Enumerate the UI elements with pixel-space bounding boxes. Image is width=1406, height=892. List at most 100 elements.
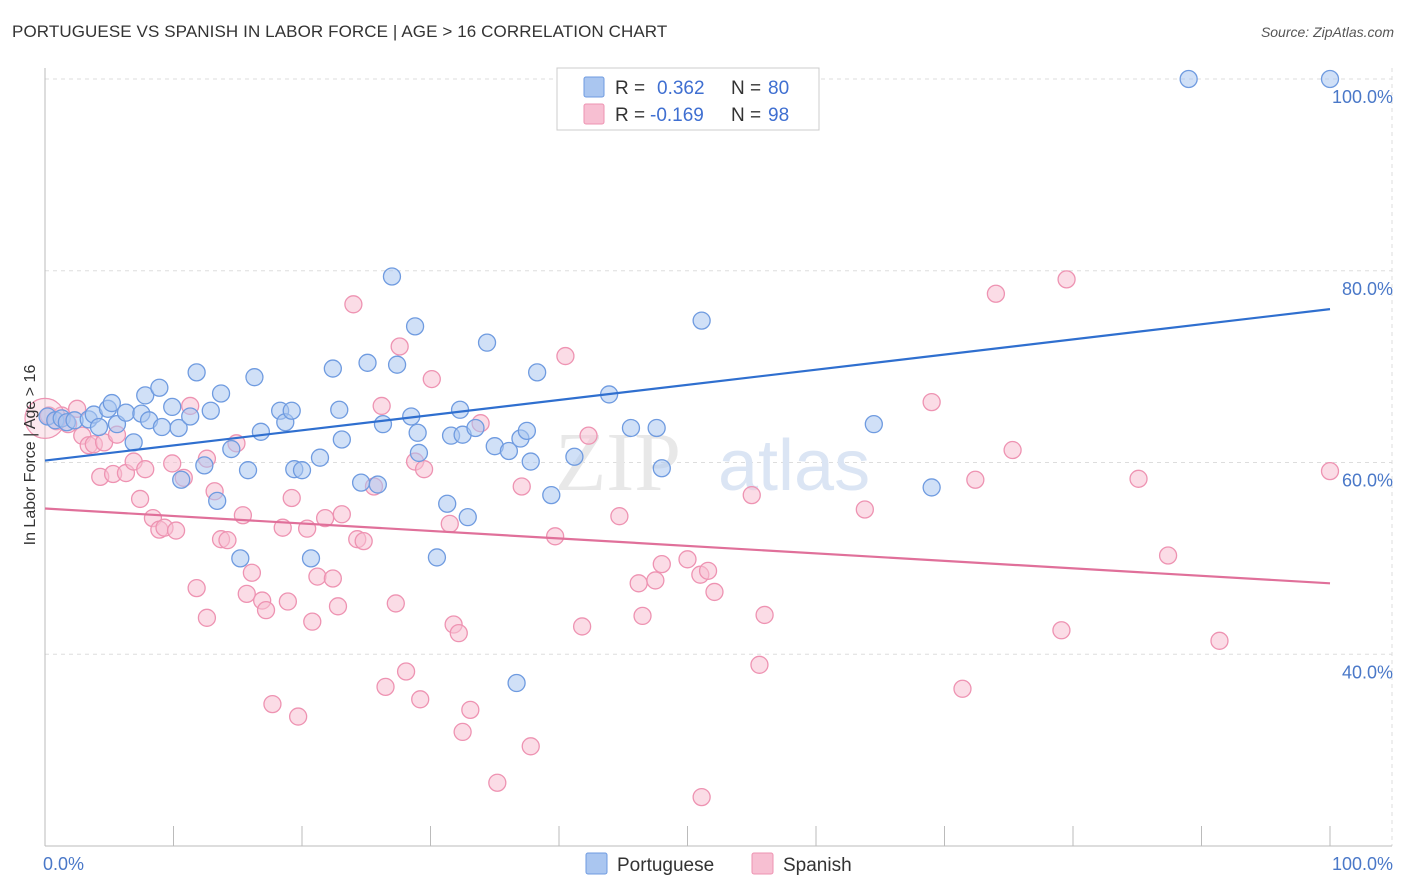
axes	[44, 68, 1392, 847]
spanish-point	[166, 521, 186, 540]
spanish-points	[24, 270, 1340, 807]
x-tick-label-min: 0.0%	[43, 854, 84, 874]
legend-n-value-spanish: 98	[768, 105, 789, 126]
portuguese-point	[116, 403, 136, 422]
spanish-point	[372, 396, 391, 416]
spanish-point	[678, 550, 697, 569]
spanish-point	[1057, 270, 1076, 289]
spanish-point	[521, 737, 540, 756]
spanish-point	[579, 426, 598, 445]
correlation-legend: R = 0.362 N = 80 R = -0.169 N = 98	[556, 67, 820, 131]
portuguese-point	[692, 311, 711, 330]
portuguese-point	[368, 475, 387, 494]
spanish-point	[422, 369, 441, 389]
spanish-point	[278, 592, 298, 611]
spanish-point	[545, 527, 565, 546]
y-tick-label: 60.0%	[1342, 471, 1393, 491]
portuguese-point	[89, 417, 109, 437]
portuguese-point	[458, 507, 477, 527]
portuguese-point	[382, 267, 402, 286]
portuguese-points	[38, 69, 1340, 693]
portuguese-point	[136, 386, 155, 405]
bottom-legend-label-portuguese: Portuguese	[617, 855, 714, 876]
spanish-point	[705, 582, 724, 602]
spanish-point	[652, 554, 671, 574]
spanish-point	[629, 574, 648, 593]
portuguese-point	[507, 673, 526, 693]
legend-r-label-portuguese: R =	[615, 78, 645, 99]
portuguese-point	[172, 470, 191, 489]
portuguese-point	[477, 333, 497, 352]
spanish-point	[966, 470, 985, 489]
y-axis-label: In Labor Force | Age > 16	[22, 365, 39, 546]
portuguese-point	[330, 400, 349, 419]
spanish-point	[453, 722, 472, 742]
portuguese-point	[450, 400, 470, 419]
spanish-point	[288, 707, 308, 726]
spanish-point	[986, 284, 1006, 303]
portuguese-trend-line	[44, 308, 1331, 462]
grid-lines	[45, 68, 1393, 846]
spanish-point	[323, 569, 342, 588]
x-tick-label-max: 100.0%	[1332, 854, 1393, 874]
portuguese-point	[1179, 69, 1198, 89]
spanish-point	[461, 700, 480, 720]
spanish-point	[414, 460, 434, 479]
spanish-point	[692, 787, 711, 807]
portuguese-point	[647, 418, 666, 438]
spanish-point	[187, 578, 206, 598]
portuguese-point	[542, 485, 561, 505]
portuguese-point	[373, 414, 393, 434]
spanish-point	[855, 500, 874, 519]
portuguese-point	[405, 317, 425, 336]
spanish-point	[556, 346, 575, 366]
spanish-point	[750, 655, 769, 674]
portuguese-point	[222, 439, 241, 459]
spanish-point	[698, 561, 718, 580]
spanish-point	[610, 507, 629, 526]
portuguese-point	[152, 417, 172, 437]
spanish-point	[282, 488, 301, 508]
portuguese-point	[187, 363, 206, 382]
spanish-point	[386, 594, 405, 613]
legend-swatch-spanish	[583, 103, 605, 125]
spanish-point	[1320, 461, 1340, 481]
portuguese-point	[408, 423, 427, 442]
spanish-point	[218, 531, 237, 550]
portuguese-point	[438, 494, 457, 513]
bottom-legend-swatch-spanish	[751, 852, 774, 875]
portuguese-point	[124, 433, 143, 452]
series-legend: Portuguese Spanish	[585, 852, 852, 876]
portuguese-point	[427, 548, 447, 567]
y-tick-label: 80.0%	[1342, 279, 1393, 299]
spanish-point	[1003, 440, 1022, 460]
spanish-point	[1129, 469, 1148, 488]
bottom-legend-label-spanish: Spanish	[783, 855, 852, 876]
portuguese-point	[652, 459, 671, 478]
spanish-point	[303, 612, 322, 631]
spanish-point	[396, 662, 416, 681]
portuguese-point	[466, 418, 485, 438]
portuguese-point	[201, 401, 220, 420]
spanish-point	[488, 773, 507, 792]
legend-n-label-spanish: N =	[731, 105, 761, 126]
y-tick-label: 100.0%	[1332, 87, 1393, 107]
portuguese-point	[195, 456, 214, 475]
spanish-point	[376, 677, 395, 696]
spanish-point	[237, 584, 256, 603]
portuguese-point	[231, 549, 250, 568]
spanish-point	[411, 690, 430, 709]
portuguese-point	[245, 368, 264, 387]
portuguese-point	[358, 353, 377, 372]
spanish-point	[328, 597, 348, 616]
spanish-point	[953, 679, 972, 698]
spanish-point	[130, 489, 150, 509]
portuguese-point	[282, 401, 301, 420]
spanish-point	[242, 563, 262, 582]
portuguese-point	[387, 355, 407, 374]
portuguese-point	[163, 397, 182, 417]
trend-lines	[44, 308, 1331, 585]
spanish-point	[572, 617, 592, 636]
spanish-point	[1158, 546, 1178, 565]
